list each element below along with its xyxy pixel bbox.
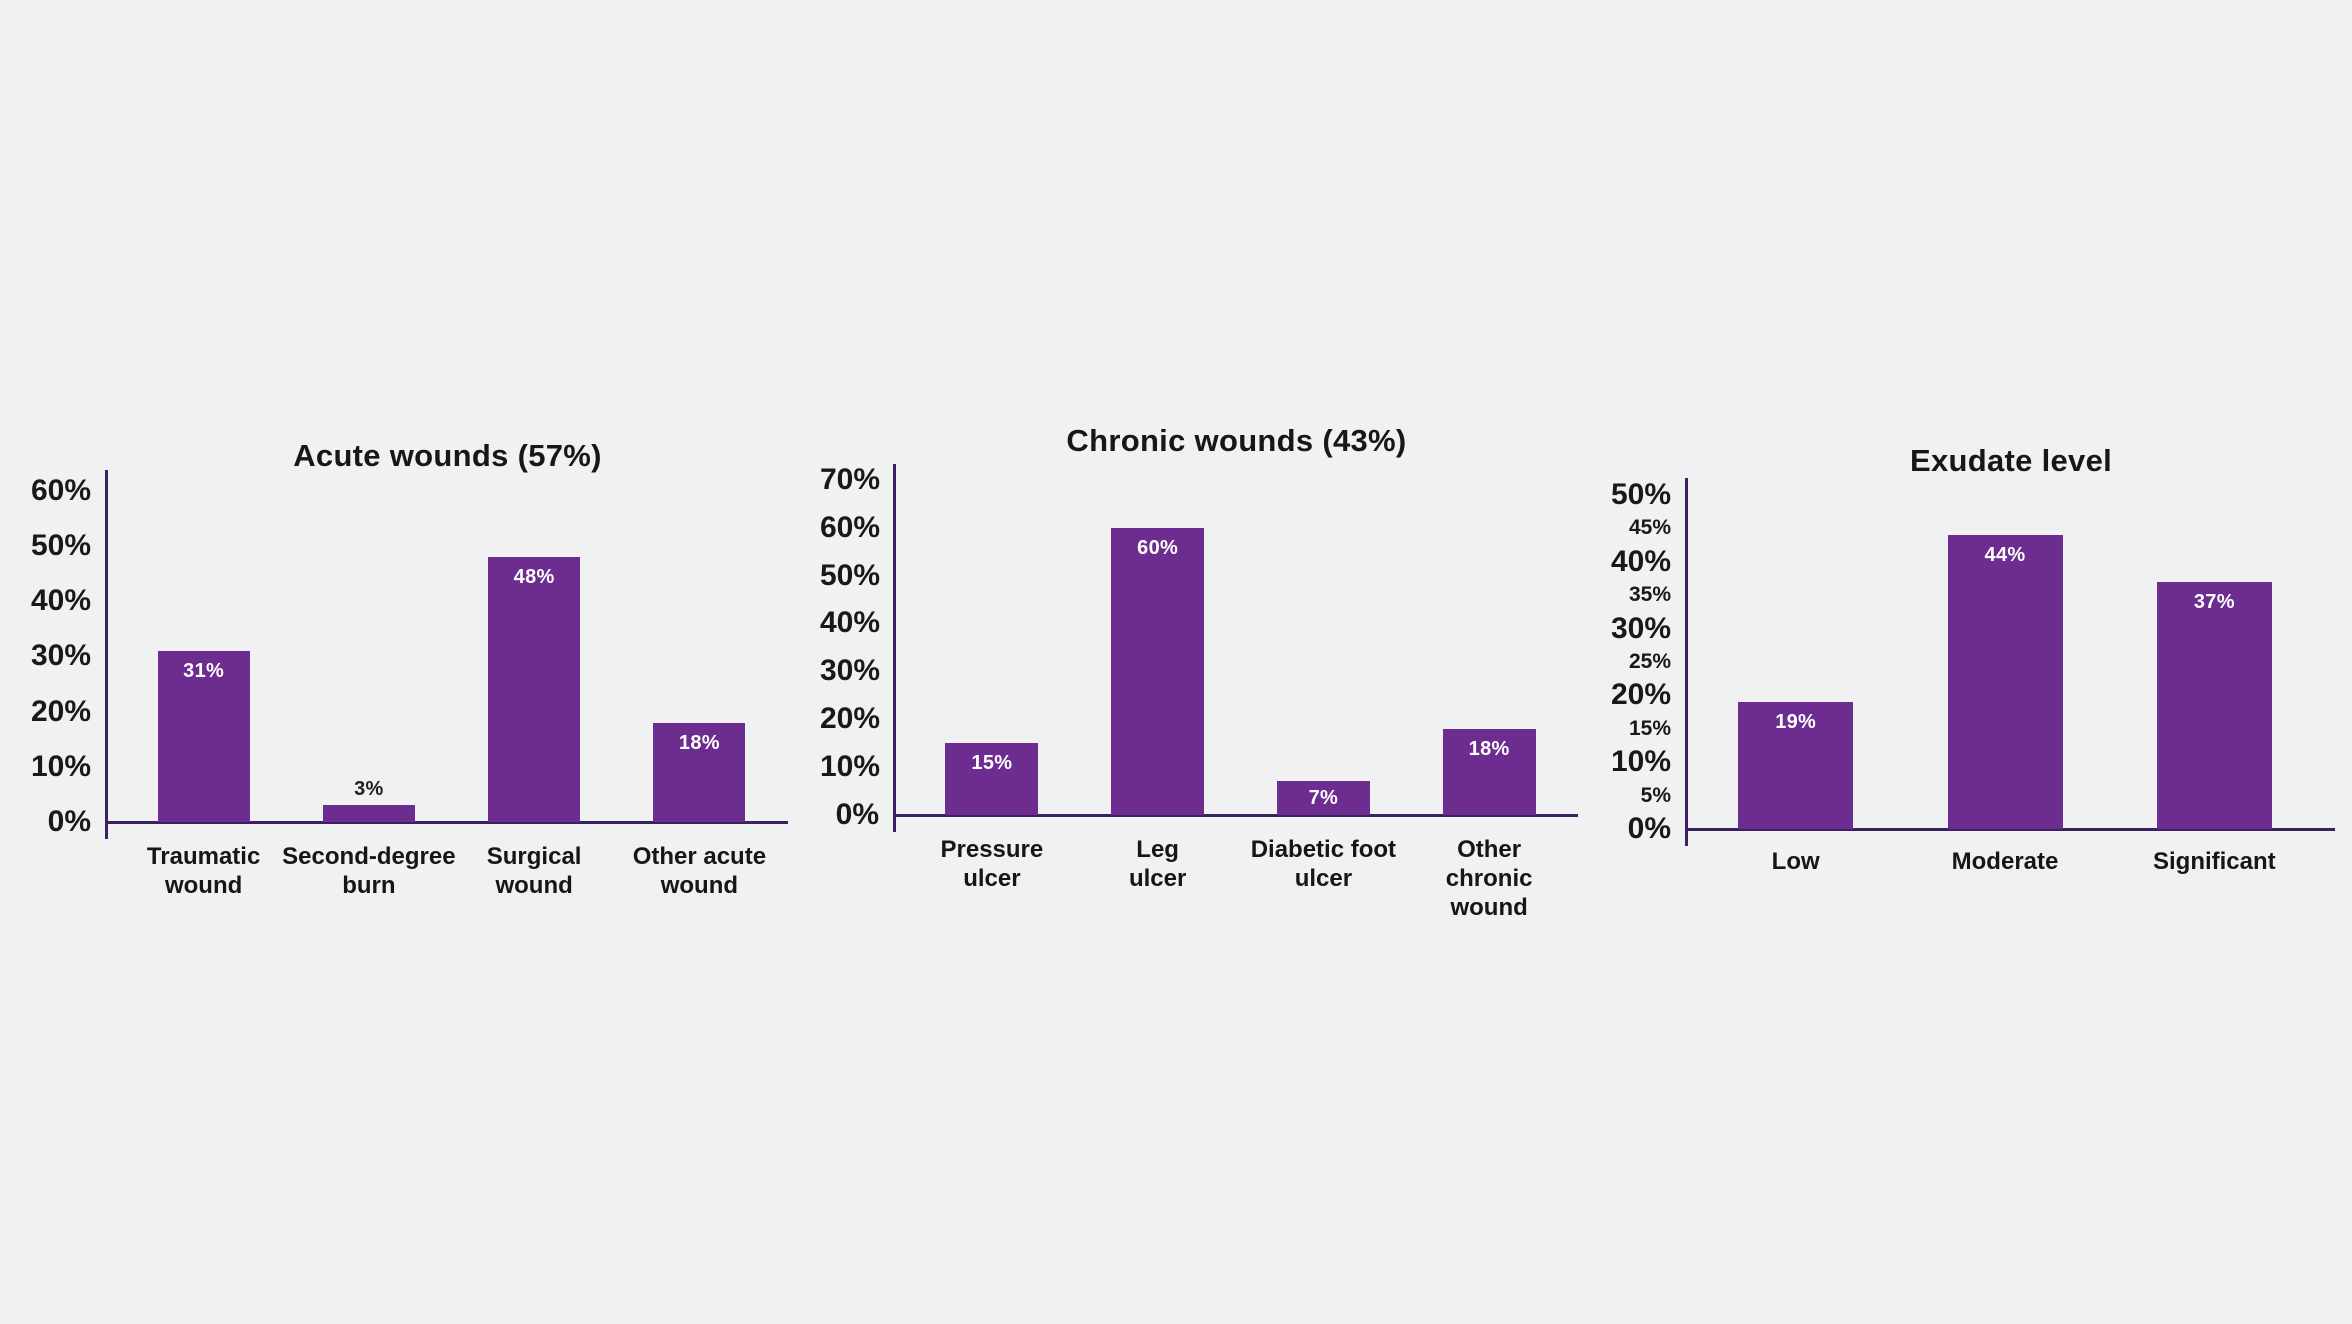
x-category-label: Second-degree burn	[282, 843, 456, 899]
y-axis-tick-label: 20%	[820, 702, 881, 736]
bar	[1947, 535, 2063, 829]
y-axis-tick-label: 40%	[820, 606, 881, 640]
y-axis-tick-label: 15%	[1628, 716, 1671, 740]
y-axis-line	[893, 464, 896, 832]
x-category-label: Other chronic wound	[1445, 836, 1533, 921]
bar-value-label: 31%	[183, 659, 225, 682]
chart-chronic-wounds: Chronic wounds (43%) 0% 10% 20% 30% 40% 50% 60%…	[820, 408, 1610, 921]
bar	[2156, 581, 2272, 829]
x-category-label: Traumatic wound	[146, 843, 261, 899]
bar	[945, 743, 1039, 815]
bar-value-label: 44%	[1984, 544, 2026, 567]
bar	[653, 722, 746, 822]
bar	[1738, 702, 1854, 829]
y-axis-tick-label: 25%	[1628, 650, 1671, 673]
y-axis-tick-label: 40%	[30, 584, 91, 618]
bar-value-label: 3%	[354, 778, 384, 801]
bar	[488, 557, 581, 822]
x-category-label: Diabetic foot ulcer	[1250, 836, 1397, 892]
y-axis-tick-label: 50%	[1610, 478, 1671, 511]
y-axis-tick-label: 50%	[820, 558, 881, 592]
x-category-label: Moderate	[1951, 848, 2059, 875]
bar-value-label: 37%	[2193, 590, 2235, 613]
y-axis-tick-label: 10%	[1610, 745, 1671, 779]
bar-value-label: 60%	[1137, 536, 1179, 559]
bar	[322, 805, 415, 822]
y-axis-tick-label: 60%	[30, 473, 91, 507]
y-axis-tick-label: 10%	[820, 750, 881, 784]
x-category-label: Surgical wound	[486, 843, 582, 899]
y-axis-tick-label: 35%	[1628, 583, 1671, 607]
chart-title: Exudate level	[1909, 443, 2113, 478]
y-axis-tick-label: 0%	[47, 805, 91, 838]
y-axis-tick-label: 30%	[1610, 611, 1671, 645]
x-category-label: Low	[1771, 848, 1820, 875]
bar	[1111, 527, 1205, 815]
bar-value-label: 7%	[1308, 787, 1339, 810]
y-axis-tick-label: 30%	[30, 639, 91, 673]
y-axis-tick-label: 70%	[820, 462, 881, 496]
bar	[1276, 781, 1370, 815]
bar-value-label: 18%	[678, 731, 720, 754]
x-category-label: Significant	[2152, 848, 2276, 875]
bar-value-label: 15%	[971, 752, 1013, 775]
x-category-label: Pressure ulcer	[940, 836, 1044, 892]
x-axis-line	[893, 814, 1578, 817]
chart-title: Chronic wounds (43%)	[1066, 423, 1407, 458]
y-axis-line	[105, 470, 108, 839]
chart-title: Acute wounds (57%)	[293, 438, 602, 473]
y-axis-tick-label: 30%	[820, 654, 881, 688]
y-axis-tick-label: 0%	[835, 798, 879, 831]
bar	[1442, 728, 1536, 815]
y-axis-tick-label: 5%	[1640, 783, 1671, 807]
bar-value-label: 19%	[1775, 711, 1817, 734]
y-axis-tick-label: 45%	[1628, 516, 1671, 540]
y-axis-tick-label: 40%	[1610, 544, 1671, 578]
y-axis-tick-label: 0%	[1627, 812, 1671, 845]
chart-acute-wounds: Acute wounds (57%) 0% 10% 20% 30% 40% 50% 60% 31…	[20, 425, 810, 917]
y-axis-tick-label: 60%	[820, 510, 881, 544]
x-axis-line	[1685, 828, 2335, 831]
y-axis-tick-label: 20%	[1610, 678, 1671, 712]
x-axis-line	[105, 821, 788, 824]
bar	[157, 650, 250, 822]
y-axis-tick-label: 20%	[30, 694, 91, 728]
bar-value-label: 48%	[513, 566, 555, 589]
y-axis-line	[1685, 478, 1688, 846]
y-axis-tick-label: 50%	[30, 529, 91, 562]
x-category-label: Leg ulcer	[1128, 836, 1187, 892]
chart-exudate-level: Exudate level 0% 5% 10% 15% 20% 25% 30% 35% 40% 45…	[1610, 432, 2352, 924]
x-category-label: Other acute wound	[632, 843, 767, 899]
bar-value-label: 18%	[1468, 737, 1510, 760]
y-axis-tick-label: 10%	[30, 749, 91, 783]
